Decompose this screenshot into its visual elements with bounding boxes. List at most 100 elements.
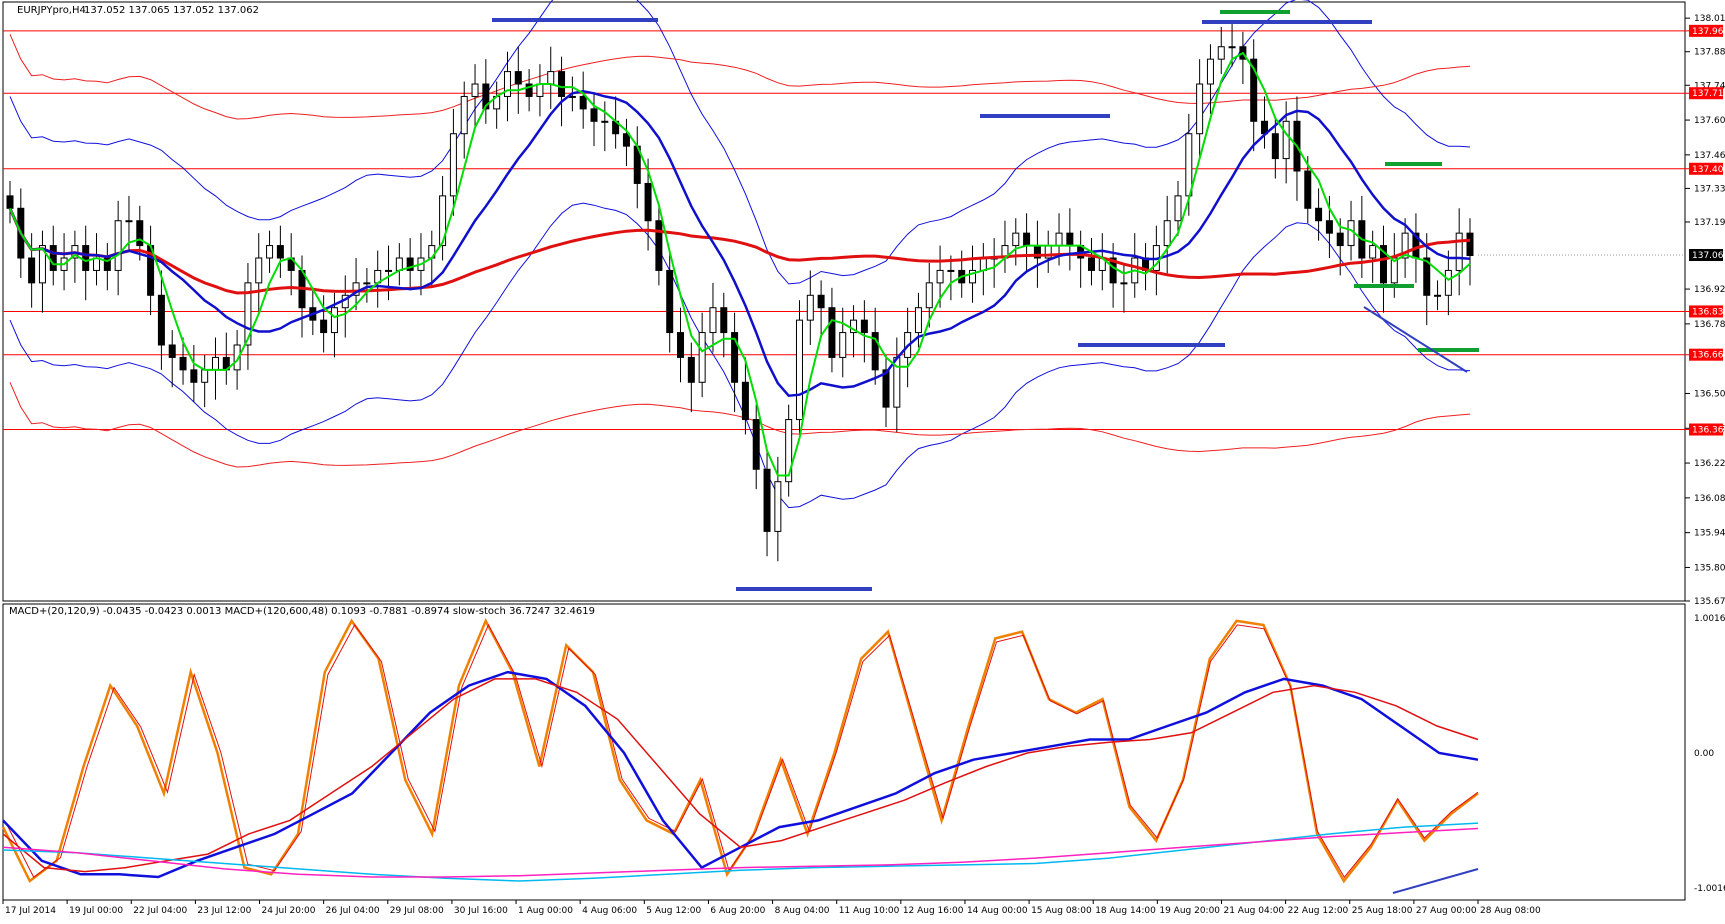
- ohlc-readout: 137.052 137.065 137.052 137.062: [84, 5, 259, 16]
- price-level-tag-label: 137.409: [1692, 165, 1725, 175]
- symbol-title: EURJPYpro,H4: [17, 5, 86, 16]
- candle-body: [460, 95, 468, 135]
- candle: [1466, 218, 1474, 286]
- trendline-oscillator[interactable]: [1392, 868, 1479, 894]
- candle-body: [655, 220, 663, 271]
- candle-body: [622, 133, 630, 147]
- candle-body: [1206, 58, 1214, 85]
- price-tick-label: 137.880: [1694, 48, 1725, 58]
- indicator-title: MACD+(20,120,9) -0.0435 -0.0423 0.0013 M…: [9, 606, 595, 617]
- candle: [590, 93, 598, 147]
- annotations[interactable]: [492, 10, 1479, 894]
- candle: [49, 225, 57, 286]
- price-level-tag: [1689, 162, 1723, 175]
- time-tick-label: 4 Aug 06:00: [582, 906, 637, 916]
- price-tick-label: 135.670: [1694, 597, 1725, 607]
- time-tick-label: 22 Aug 12:00: [1288, 906, 1349, 916]
- time-tick-label: 1 Aug 00:00: [518, 906, 573, 916]
- candle-body: [276, 245, 284, 259]
- candle: [677, 307, 685, 383]
- price-level-tag: [1689, 24, 1723, 37]
- candle: [1455, 208, 1463, 296]
- price-tick-label: 136.225: [1694, 459, 1725, 469]
- candle-body: [601, 120, 609, 123]
- candle-body: [255, 257, 263, 284]
- candle-body: [330, 307, 338, 334]
- candle-body: [1315, 207, 1323, 222]
- candle: [655, 205, 663, 286]
- candle: [244, 262, 252, 370]
- candle: [320, 295, 328, 353]
- candle-body: [914, 307, 922, 334]
- time-tick-label: 8 Aug 04:00: [775, 906, 830, 916]
- candle-body: [503, 71, 511, 97]
- time-tick-label: 5 Aug 12:00: [646, 906, 701, 916]
- macd-slow-signal-line: [2, 827, 1479, 878]
- time-tick-label: 12 Aug 16:00: [903, 906, 964, 916]
- candle: [1304, 156, 1312, 224]
- candle-body: [1055, 232, 1063, 247]
- candle: [363, 267, 371, 303]
- price-level-tag-label: 137.964: [1692, 27, 1725, 37]
- candle-body: [774, 481, 782, 532]
- candle-body: [925, 282, 933, 309]
- candle: [28, 233, 36, 308]
- time-tick-label: 14 Aug 00:00: [967, 906, 1028, 916]
- candle-body: [1336, 232, 1344, 247]
- candle-body: [168, 344, 176, 358]
- candle-body: [1401, 232, 1409, 259]
- trendline-price[interactable]: [1363, 306, 1468, 373]
- price-tick-label: 135.805: [1694, 563, 1725, 573]
- time-axis: 17 Jul 2014 19 Jul 00:00 22 Jul 04:00 23 Ju…: [2, 900, 1541, 916]
- candle-body: [1217, 46, 1225, 60]
- time-tick-label: 17 Jul 2014: [5, 906, 56, 916]
- candle-body: [969, 269, 977, 284]
- candle: [763, 449, 771, 557]
- candle-body: [352, 282, 360, 296]
- price-tick-label: 137.465: [1694, 151, 1725, 161]
- time-tick-label: 15 Aug 08:00: [1031, 906, 1092, 916]
- candle: [720, 292, 728, 358]
- candle: [828, 287, 836, 373]
- candle: [698, 312, 706, 398]
- candle: [255, 233, 263, 313]
- price-level-tag: [1689, 348, 1723, 361]
- candle-body: [731, 332, 739, 383]
- indicator-tick-label: 0.00: [1694, 749, 1714, 759]
- candle-body: [1379, 245, 1387, 284]
- candle: [785, 404, 793, 497]
- candle-body: [1163, 220, 1171, 247]
- time-tick-label: 24 Jul 20:00: [262, 906, 316, 916]
- candle-body: [1325, 220, 1333, 234]
- moving-averages: [8, 51, 1471, 477]
- candle-body: [1087, 257, 1095, 271]
- candle: [1087, 238, 1095, 286]
- price-level-tag: [1689, 423, 1723, 436]
- candle-body: [795, 319, 803, 421]
- price-level-tag-label: 136.360: [1692, 426, 1725, 436]
- candle-body: [190, 369, 198, 383]
- envelope-bands: [9, 0, 1471, 509]
- candle: [882, 354, 890, 428]
- candle-body: [860, 319, 868, 334]
- horizontal-levels[interactable]: [3, 30, 1690, 431]
- price-tick-label: 137.605: [1694, 116, 1725, 126]
- candle-body: [1423, 257, 1431, 296]
- time-tick-label: 11 Aug 10:00: [839, 906, 900, 916]
- candle-body: [1250, 58, 1258, 122]
- candle-body: [828, 307, 836, 358]
- indicator-tick-label: 1.0016: [1694, 614, 1725, 624]
- candle: [914, 292, 922, 348]
- candle: [471, 64, 479, 127]
- candle: [276, 225, 284, 278]
- candle: [525, 69, 533, 112]
- candle-body: [363, 282, 371, 285]
- candle: [1369, 230, 1377, 283]
- price-tick-label: 137.330: [1694, 184, 1725, 194]
- candle-body: [644, 182, 652, 222]
- candle-body: [1066, 232, 1074, 247]
- candle-body: [590, 108, 598, 122]
- candle-body: [1304, 170, 1312, 209]
